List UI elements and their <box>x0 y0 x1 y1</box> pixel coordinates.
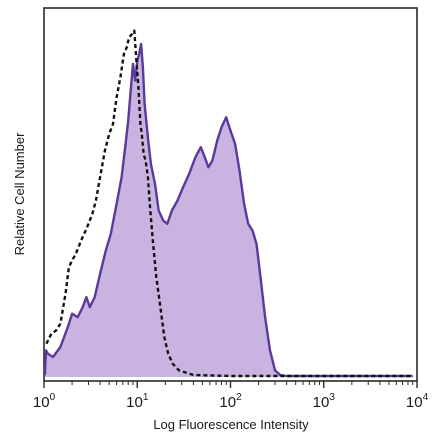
series-layer <box>43 29 413 378</box>
series-2-line <box>45 29 413 378</box>
x-tick-label: 100 <box>33 392 56 411</box>
x-tick-label: 101 <box>126 392 149 411</box>
x-tick-label: 102 <box>219 392 242 411</box>
x-tick-label: 104 <box>406 392 429 411</box>
x-axis-label: Log Fluorescence Intensity <box>153 417 309 432</box>
series-1-fill <box>44 44 413 377</box>
y-axis-label: Relative Cell Number <box>12 132 27 255</box>
series-1-line <box>43 42 413 378</box>
x-tick-label: 103 <box>313 392 336 411</box>
tick-layer: 100 101 102 103 104 <box>33 381 429 411</box>
